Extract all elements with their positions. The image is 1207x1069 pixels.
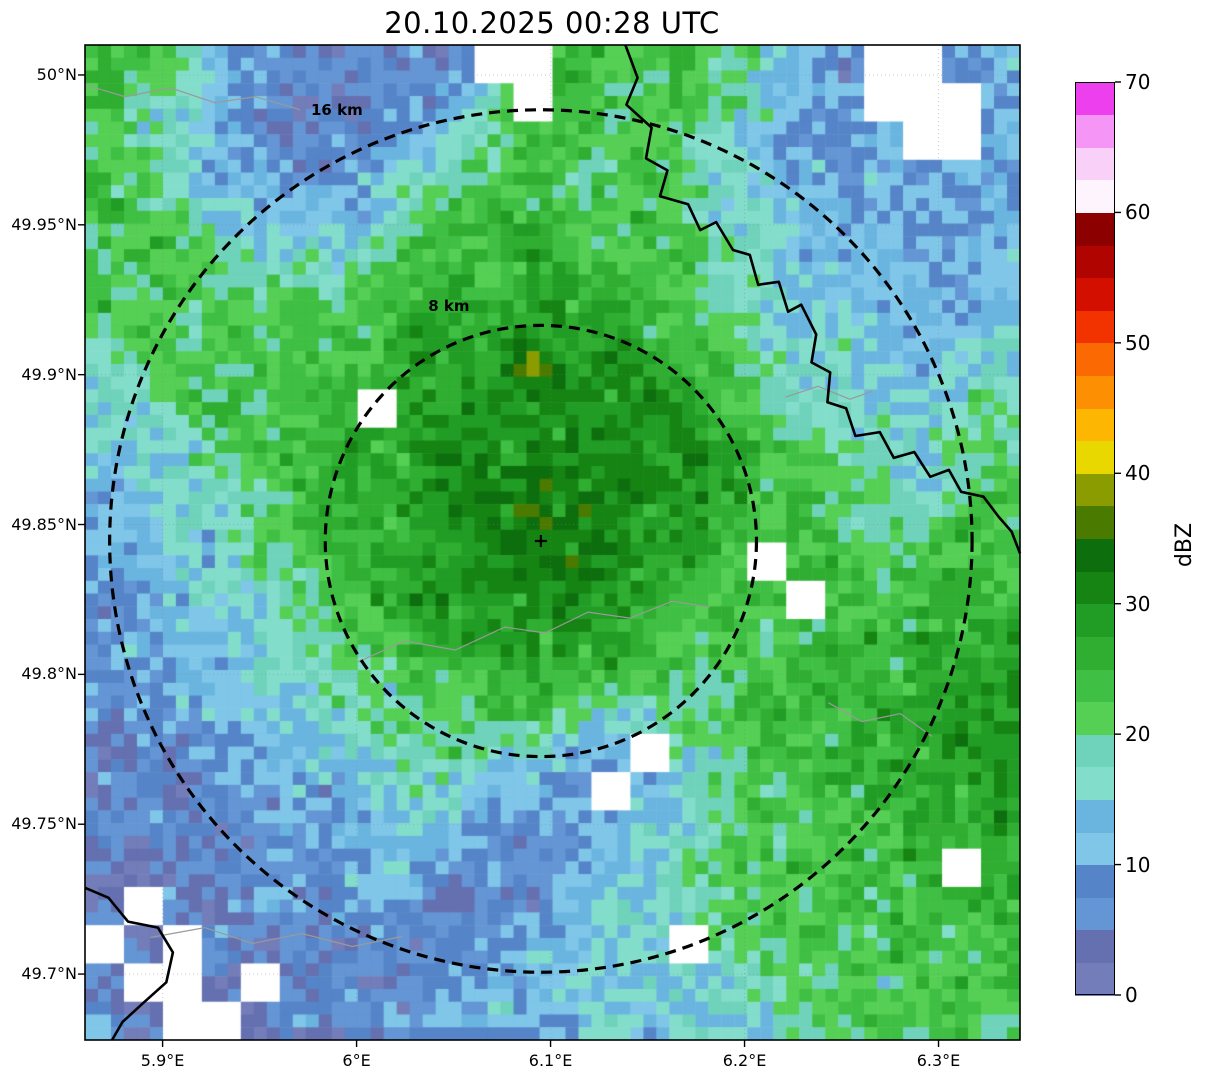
lon-tick-label: 5.9°E [140,1051,185,1069]
colorbar-band [1075,668,1115,703]
colorbar-tick-label: 20 [1125,722,1151,747]
colorbar-band [1075,245,1115,279]
colorbar-band [1075,375,1115,409]
colorbar-band [1075,440,1115,474]
colorbar-band [1075,114,1115,148]
colorbar-band [1075,212,1115,246]
colorbar-band [1075,310,1115,344]
colorbar-band [1075,147,1115,181]
lon-tick-label: 6.3°E [916,1051,961,1069]
lat-tick-label: 49.8°N [21,664,77,684]
colorbar-band [1075,734,1115,768]
colorbar-band [1075,603,1115,637]
lat-tick-label: 49.9°N [21,364,77,384]
colorbar-tick-label: 10 [1125,852,1151,877]
colorbar-band [1075,505,1115,540]
colorbar-tick-label: 50 [1125,330,1151,355]
colorbar-band [1075,929,1115,963]
ring-label: 16 km [311,101,363,119]
colorbar-tick-label: 60 [1125,200,1151,225]
lon-tick-label: 6.2°E [722,1051,767,1069]
lat-tick-label: 50°N [36,64,77,84]
lat-tick-label: 49.85°N [11,514,77,534]
colorbar-band [1075,342,1115,377]
colorbar-frame [1075,82,1115,995]
lat-tick-label: 49.75°N [11,814,77,834]
colorbar-band [1075,636,1115,670]
ring-label: 8 km [428,297,470,315]
reflectivity-heatmap [85,45,1020,1040]
colorbar-band [1075,701,1115,735]
colorbar-band [1075,571,1115,605]
colorbar-tick-label: 0 [1125,983,1138,1007]
colorbar-tick-label: 70 [1125,70,1151,94]
lon-tick-label: 6.1°E [528,1051,573,1069]
colorbar-band [1075,766,1115,800]
colorbar-band [1075,538,1115,572]
colorbar-band [1075,179,1115,214]
colorbar-tick-label: 40 [1125,461,1151,486]
colorbar-band [1075,897,1115,931]
colorbar-band [1075,831,1115,866]
colorbar-band [1075,408,1115,442]
lat-tick-label: 49.7°N [21,964,77,984]
lon-tick-label: 6°E [342,1051,371,1069]
colorbar-band [1075,962,1115,996]
figure-title: 20.10.2025 00:28 UTC [384,6,720,40]
colorbar-tick-label: 30 [1125,591,1151,616]
colorbar-band [1075,277,1115,311]
colorbar-band [1075,473,1115,507]
colorbar-band [1075,799,1115,833]
colorbar-unit-label: dBZ [1172,522,1197,568]
colorbar-band [1075,82,1115,116]
lat-tick-label: 49.95°N [11,214,77,234]
colorbar-band [1075,864,1115,898]
